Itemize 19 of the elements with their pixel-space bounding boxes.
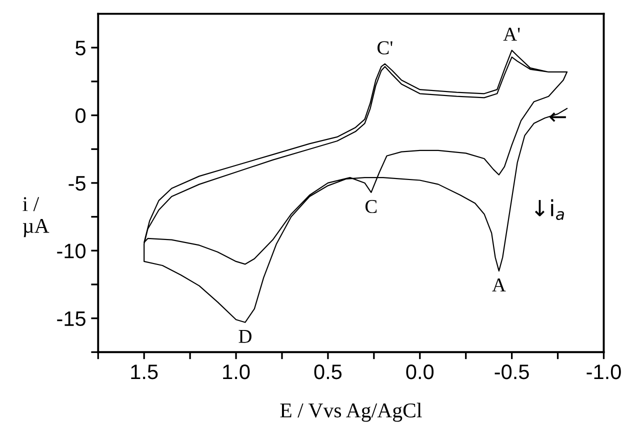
y-tick-label: -15 — [57, 312, 86, 326]
annotation: A — [492, 278, 506, 292]
y-tick-label: 5 — [76, 40, 86, 56]
x-tick-label: -0.5 — [494, 364, 529, 380]
y-tick-label: -10 — [57, 244, 86, 258]
annotation: ↓i$_{a}$ — [534, 199, 564, 220]
x-axis-title: E / Vvs Ag/AgCl — [280, 402, 422, 422]
annotation: C — [365, 200, 377, 214]
x-tick-label: 1.0 — [223, 364, 250, 380]
annotation: D — [238, 330, 252, 343]
y-tick-label: -5 — [68, 176, 86, 191]
y-axis-title: i / µA — [22, 197, 50, 238]
annotation: A' — [503, 28, 520, 41]
x-tick-label: -1.0 — [586, 364, 621, 380]
x-tick-label: 0.5 — [314, 364, 342, 380]
annotation: C' — [378, 41, 392, 54]
x-tick-label: 1.5 — [131, 364, 158, 380]
x-tick-label: 0.0 — [406, 364, 434, 380]
y-tick-label: 0 — [76, 108, 86, 124]
